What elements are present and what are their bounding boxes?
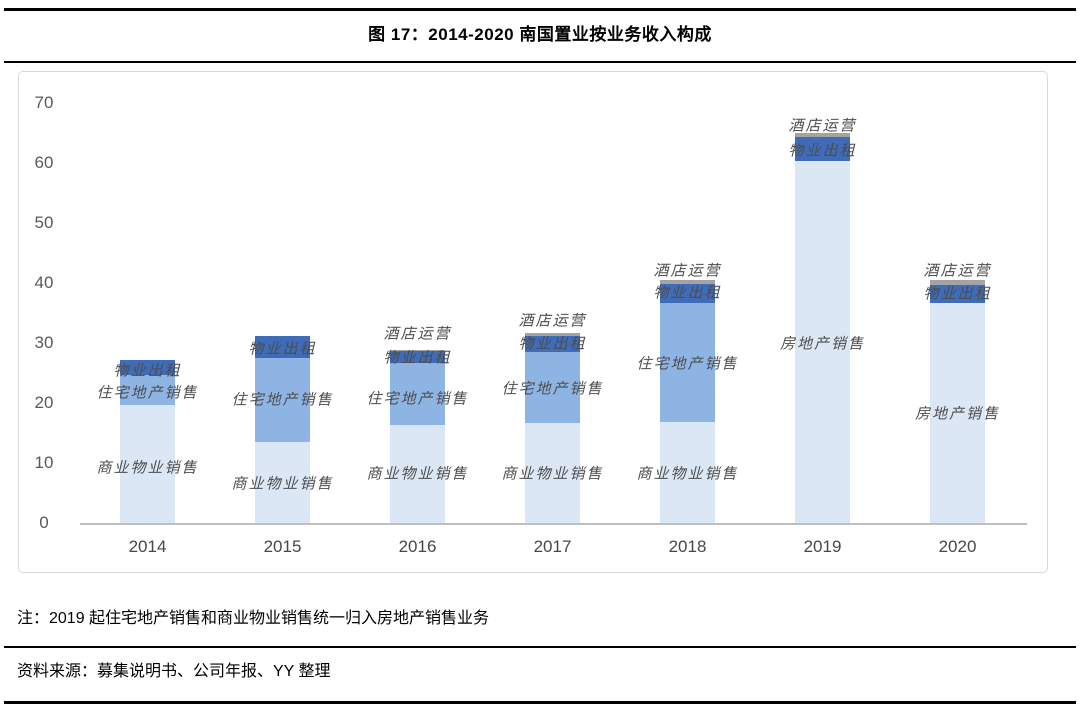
chart-source: 资料来源：募集说明书、公司年报、YY 整理 <box>17 663 331 680</box>
y-axis-tick-label: 0 <box>39 513 49 532</box>
bar-annotation: 酒店运营 <box>653 261 722 280</box>
bar-annotation: 商业物业销售 <box>501 464 604 483</box>
bar-annotation: 物业出租 <box>383 348 452 367</box>
bar-annotation: 房地产销售 <box>914 404 1001 423</box>
bar-segment-房地产销售 <box>795 161 850 523</box>
bar-annotation: 物业出租 <box>788 141 857 160</box>
x-axis-tick-label: 2016 <box>398 537 437 556</box>
bar-segment-物业出租 <box>795 137 850 162</box>
bar-segment-住宅地产销售 <box>255 358 310 442</box>
x-axis-tick-label: 2020 <box>938 537 977 556</box>
y-axis-tick-label: 40 <box>34 273 54 292</box>
bar-segment-房地产销售 <box>930 302 985 523</box>
bar-segment-商业物业销售 <box>120 404 175 523</box>
bar-annotation: 物业出租 <box>113 361 182 380</box>
bar-annotation: 住宅地产销售 <box>96 383 199 402</box>
bottom-rule <box>4 701 1076 704</box>
bar-segment-住宅地产销售 <box>525 352 580 423</box>
y-axis-tick-label: 10 <box>34 453 54 472</box>
bar-annotation: 商业物业销售 <box>366 464 469 483</box>
y-axis-tick-label: 30 <box>34 333 54 352</box>
bar-annotation: 物业出租 <box>248 339 317 358</box>
bar-segment-商业物业销售 <box>660 422 715 523</box>
x-axis-tick-label: 2017 <box>533 537 572 556</box>
bar-annotation: 物业出租 <box>653 283 722 302</box>
bar-annotation: 酒店运营 <box>923 261 992 280</box>
y-axis-tick-label: 20 <box>34 393 54 412</box>
top-rule <box>4 8 1076 11</box>
x-axis-line <box>80 523 1027 525</box>
y-axis-tick-label: 50 <box>34 213 54 232</box>
bar-segment-物业出租 <box>525 335 580 352</box>
bar-segment-住宅地产销售 <box>390 363 445 426</box>
chart-note: 注：2019 起住宅地产销售和商业物业销售统一归入房地产销售业务 <box>17 610 490 627</box>
bar-segment-物业出租 <box>390 351 445 364</box>
x-axis-tick-label: 2014 <box>128 537 167 556</box>
bar-segment-酒店运营 <box>795 133 850 138</box>
bar-segment-酒店运营 <box>930 280 985 285</box>
bar-segment-物业出租 <box>120 359 175 375</box>
y-axis-tick-label: 60 <box>34 153 54 172</box>
bar-annotation: 酒店运营 <box>518 311 587 330</box>
y-axis-tick-label: 70 <box>34 93 54 112</box>
bar-segment-住宅地产销售 <box>660 303 715 423</box>
bar-annotation: 商业物业销售 <box>636 464 739 483</box>
bar-segment-住宅地产销售 <box>120 374 175 405</box>
bar-annotation: 物业出租 <box>518 334 587 353</box>
bar-annotation: 住宅地产销售 <box>636 354 739 373</box>
bar-annotation: 商业物业销售 <box>231 474 334 493</box>
bar-segment-物业出租 <box>255 336 310 358</box>
note-rule <box>4 646 1076 648</box>
x-axis-tick-label: 2015 <box>263 537 302 556</box>
bar-annotation: 住宅地产销售 <box>366 389 469 408</box>
x-axis-tick-label: 2019 <box>803 537 842 556</box>
bar-segment-酒店运营 <box>525 332 580 336</box>
bar-segment-物业出租 <box>930 284 985 303</box>
chart-title: 图 17：2014-2020 南国置业按业务收入构成 <box>368 25 712 44</box>
bar-annotation: 房地产销售 <box>779 334 866 353</box>
x-axis-tick-label: 2018 <box>668 537 707 556</box>
bar-segment-酒店运营 <box>390 349 445 352</box>
bar-annotation: 商业物业销售 <box>96 458 199 477</box>
header-rule <box>4 61 1076 63</box>
bar-segment-酒店运营 <box>660 280 715 285</box>
bar-segment-商业物业销售 <box>525 422 580 523</box>
bar-annotation: 住宅地产销售 <box>231 390 334 409</box>
bar-annotation: 酒店运营 <box>788 116 857 135</box>
bar-annotation: 住宅地产销售 <box>501 379 604 398</box>
bar-segment-商业物业销售 <box>390 425 445 523</box>
bar-annotation: 物业出租 <box>923 284 992 303</box>
bar-annotation: 酒店运营 <box>383 324 452 343</box>
bar-segment-商业物业销售 <box>255 442 310 523</box>
bar-segment-物业出租 <box>660 284 715 304</box>
